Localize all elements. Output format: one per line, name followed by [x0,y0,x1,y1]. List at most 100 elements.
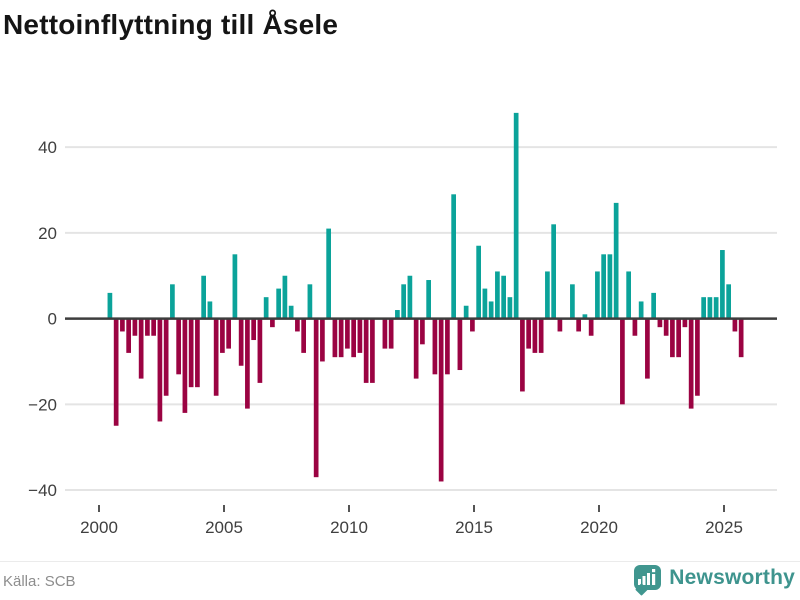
y-tick-label: 0 [48,310,57,329]
bar-negative [557,318,563,332]
bar-positive [263,297,269,319]
bar-negative [732,318,738,332]
bar-negative [388,318,394,349]
bar-negative [220,318,225,353]
bar-negative [351,318,356,358]
bar-negative [682,318,688,328]
x-tick-label: 2025 [705,518,743,537]
bar-negative [688,318,694,409]
newsworthy-logo[interactable]: Newsworthy [634,565,795,590]
bar-negative [132,318,138,336]
bar-negative [332,318,338,358]
bar-negative [670,318,675,358]
bar-positive [395,310,400,319]
bar-negative [188,318,194,388]
bar-positive [326,228,331,319]
bar-positive [513,112,519,319]
bar-positive [607,254,613,319]
bar-positive [595,271,600,319]
bar-negative [213,318,219,396]
bar-negative [588,318,594,336]
bar-negative [432,318,438,375]
bar-negative [301,318,306,353]
newsworthy-wordmark: Newsworthy [669,565,795,589]
bar-positive [638,301,644,319]
bar-negative [251,318,256,341]
bar-positive [307,284,313,319]
bar-negative [338,318,344,358]
bar-positive [232,254,238,319]
bar-positive [407,275,413,319]
bar-positive [201,275,206,319]
bar-positive [726,284,731,319]
y-tick-label: −20 [28,395,57,414]
bar-negative [532,318,538,353]
bar-negative [445,318,450,375]
bar-negative [676,318,681,358]
bar-negative [420,318,425,345]
source-label: Källa: SCB [3,573,76,590]
bar-negative [270,318,275,328]
bar-positive [626,271,631,319]
newsworthy-icon [634,565,662,590]
bar-negative [738,318,744,358]
chart-footer: Källa: SCB Newsworthy [0,561,800,600]
bar-positive [451,194,456,319]
x-tick-label: 2010 [330,518,368,537]
bar-negative [226,318,231,349]
y-tick-label: −40 [28,481,57,500]
x-tick-label: 2000 [80,518,118,537]
bar-negative [313,318,319,478]
bar-negative [113,318,119,426]
y-tick-label: 40 [38,138,57,157]
bar-negative [663,318,669,336]
bar-negative [138,318,144,379]
bar-negative [620,318,625,405]
bar-negative [645,318,650,379]
bar-negative [257,318,263,383]
bar-positive [276,288,281,319]
bar-negative [520,318,525,392]
bar-negative [363,318,369,383]
bar-negative [370,318,375,383]
bar-negative [163,318,169,396]
bar-positive [601,254,606,319]
bar-negative [470,318,475,332]
bar-negative [295,318,300,332]
bar-negative [413,318,419,379]
bar-positive [613,202,619,319]
bar-positive [701,297,706,319]
bar-positive [507,297,513,319]
bar-positive [463,305,469,319]
bar-positive [582,314,588,319]
bar-negative [245,318,250,409]
bar-positive [501,275,506,319]
bar-negative [182,318,188,413]
bar-negative [345,318,350,349]
bar-negative [151,318,156,336]
bar-positive [713,297,719,319]
bar-negative [357,318,363,353]
bar-positive [551,224,556,319]
bar-positive [426,280,431,319]
bar-negative [438,318,444,482]
bar-negative [176,318,181,375]
bar-negative [145,318,150,336]
bar-negative [538,318,544,353]
bar-negative [632,318,638,336]
bar-positive [570,284,575,319]
bar-positive [288,305,294,319]
bar-positive [476,245,481,319]
bar-negative [120,318,125,332]
bar-negative [657,318,663,328]
bar-positive [282,275,288,319]
bar-negative [320,318,325,362]
bar-positive [207,301,213,319]
bar-negative [695,318,700,396]
bar-negative [576,318,581,332]
bar-negative [195,318,200,388]
bar-positive [488,301,494,319]
bar-negative [126,318,131,353]
x-tick-label: 2020 [580,518,618,537]
bar-negative [526,318,531,349]
